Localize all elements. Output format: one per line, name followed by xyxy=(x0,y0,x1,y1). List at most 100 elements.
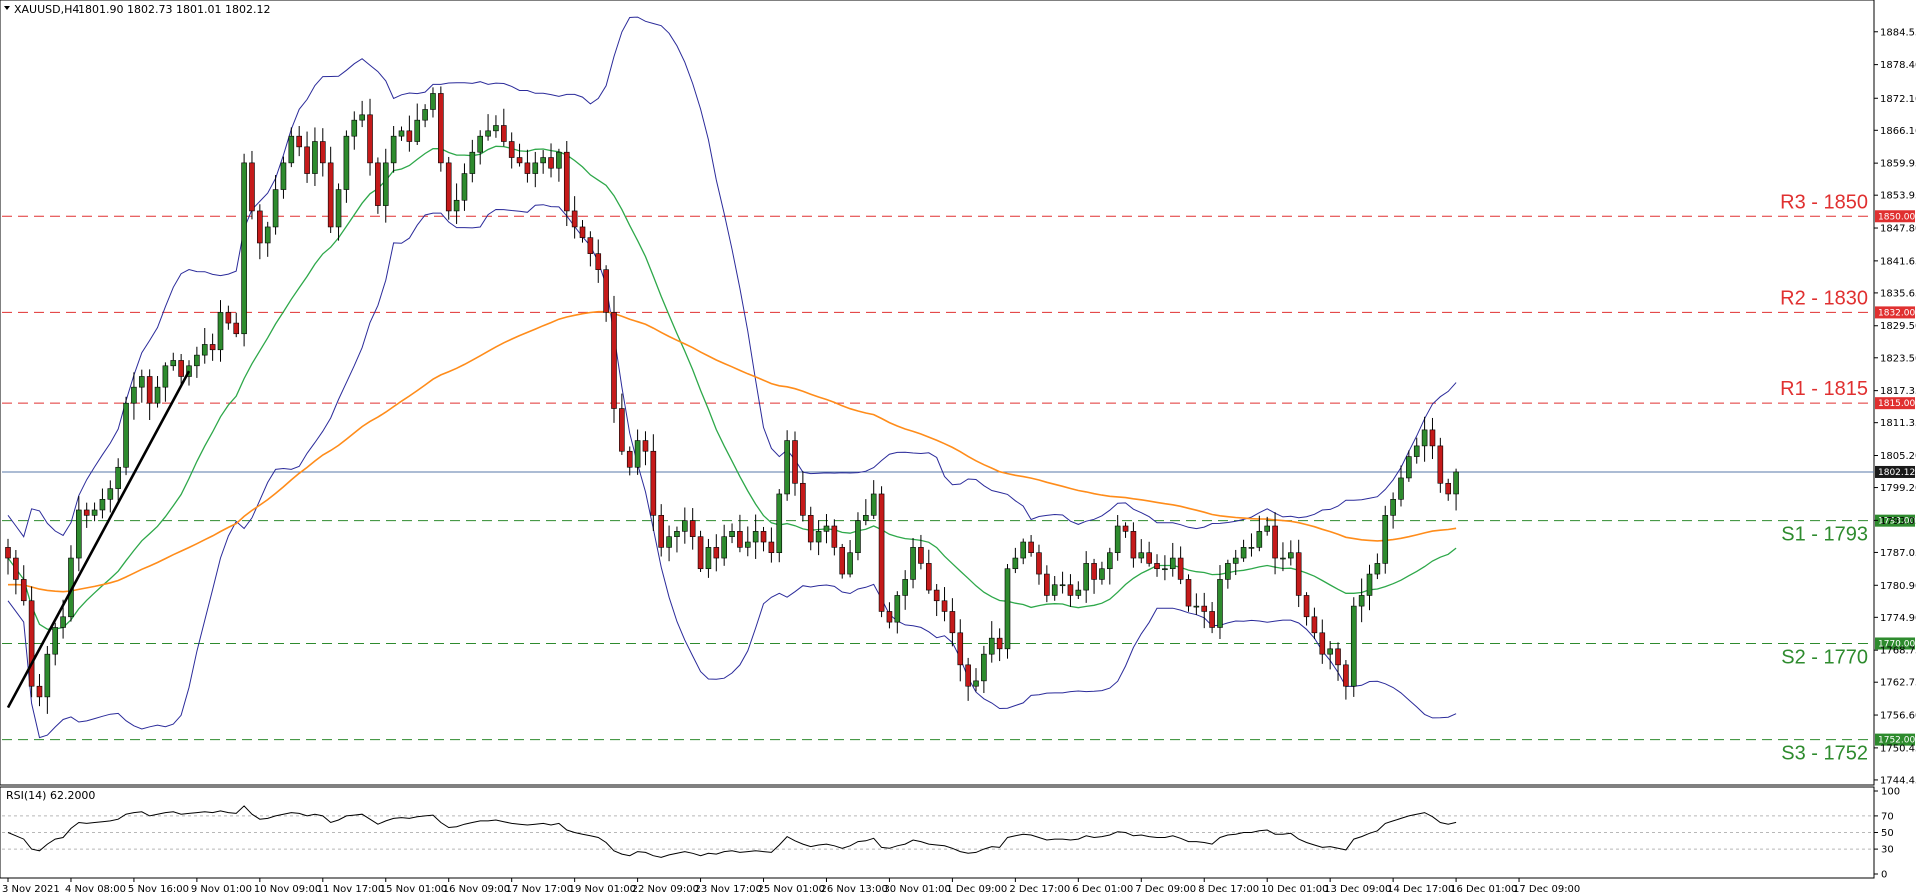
level-tag-box-s3 xyxy=(1875,733,1915,746)
level-tag-r3: 1850.00 xyxy=(1878,212,1915,222)
candle-body xyxy=(847,552,853,575)
candle-body xyxy=(878,493,885,612)
trendline-group xyxy=(6,370,191,709)
level-label-r1: R1 - 1815 xyxy=(1780,378,1868,400)
candle-body xyxy=(1217,579,1223,628)
candle-body xyxy=(201,344,208,356)
level-tag-box-s1 xyxy=(1875,514,1915,527)
candle-body xyxy=(414,119,421,142)
dropdown-triangle-icon[interactable] xyxy=(4,6,10,10)
candle-body xyxy=(138,376,145,388)
candle-body xyxy=(532,162,539,174)
candle-body xyxy=(131,386,137,404)
candle-body xyxy=(1335,648,1341,666)
rsi-tick-label: 50 xyxy=(1881,828,1894,839)
candle-body xyxy=(626,450,633,468)
candle-body xyxy=(1091,563,1097,580)
candle-body xyxy=(1429,429,1436,447)
candle-body xyxy=(957,632,964,666)
candle-body xyxy=(1059,584,1066,587)
candle-body xyxy=(1358,595,1365,607)
candle-body xyxy=(1382,515,1389,564)
x-tick-label: 13 Dec 09:00 xyxy=(1324,884,1391,895)
candle-body xyxy=(721,536,727,559)
rsi-series xyxy=(7,805,1457,858)
candle-body xyxy=(493,125,499,132)
candle-body xyxy=(1295,552,1302,596)
x-tick-label: 11 Nov 17:00 xyxy=(317,884,384,895)
y-tick-label: 1744.45 xyxy=(1880,775,1916,786)
candle-body xyxy=(1169,557,1176,570)
candle-body xyxy=(115,466,121,489)
y-tick-label: 1793.05 xyxy=(1880,516,1916,527)
candle-body xyxy=(170,360,177,367)
y-tick-label: 1823.50 xyxy=(1880,353,1916,364)
candle-body xyxy=(863,515,869,521)
candle-body xyxy=(697,536,704,570)
candle-body xyxy=(886,611,893,623)
candle-body xyxy=(705,547,712,570)
y-tick-label: 1872.10 xyxy=(1880,94,1916,105)
candle-body xyxy=(453,199,460,212)
x-tick-label: 15 Nov 01:00 xyxy=(380,884,447,895)
candle-body xyxy=(540,157,546,164)
candle-body xyxy=(902,579,908,596)
candle-body xyxy=(933,589,940,602)
candle-body xyxy=(800,482,806,516)
candle-body xyxy=(1406,456,1412,479)
candle-body xyxy=(20,579,27,602)
rsi-tick-label: 30 xyxy=(1881,845,1894,856)
candle-body xyxy=(682,520,688,532)
y-tick-label: 1780.90 xyxy=(1880,581,1916,592)
candle-body xyxy=(257,210,263,244)
candle-body xyxy=(319,141,326,164)
candle-body xyxy=(965,664,971,687)
candle-body xyxy=(1044,573,1050,596)
candle-body xyxy=(146,376,153,404)
x-tick-label: 1 Dec 09:00 xyxy=(946,884,1007,895)
candle-body xyxy=(737,531,743,548)
candle-body xyxy=(1248,547,1255,549)
y-tick-label: 1841.65 xyxy=(1880,256,1916,267)
candle-body xyxy=(729,531,735,537)
candle-body xyxy=(1272,525,1278,559)
candle-body xyxy=(1146,552,1152,564)
rsi-tick-label: 70 xyxy=(1881,811,1894,822)
candle-body xyxy=(744,541,751,548)
candle-body xyxy=(1193,605,1200,608)
x-tick-label: 5 Nov 16:00 xyxy=(128,884,189,895)
candle-body xyxy=(508,141,515,158)
candle-body xyxy=(312,141,318,174)
candle-body xyxy=(304,146,310,174)
candle-body xyxy=(1177,557,1184,580)
candle-body xyxy=(1107,552,1113,570)
rsi-plot-area xyxy=(0,786,1875,879)
candle-body xyxy=(689,520,696,537)
candle-body xyxy=(272,189,279,228)
candle-body xyxy=(1122,525,1129,532)
candle-body xyxy=(249,162,255,212)
candle-body xyxy=(1437,445,1444,484)
x-tick-label: 10 Dec 01:00 xyxy=(1261,884,1328,895)
level-label-r2: R2 - 1830 xyxy=(1780,287,1868,309)
x-tick-label: 22 Nov 09:00 xyxy=(632,884,699,895)
candle-body xyxy=(658,515,665,548)
moving-average-fast-line xyxy=(7,145,1457,630)
candle-body xyxy=(217,312,224,351)
level-tag-s3: 1752.00 xyxy=(1878,736,1915,746)
candle-body xyxy=(1083,563,1089,591)
y-tick-label: 1750.45 xyxy=(1880,743,1916,754)
candle-body xyxy=(1413,445,1420,457)
candle-body xyxy=(5,547,11,559)
rsi-header: RSI(14) 62.2000 xyxy=(6,789,95,802)
level-label-s1: S1 - 1793 xyxy=(1781,524,1868,546)
candle-body xyxy=(941,600,948,612)
y-tick-label: 1756.60 xyxy=(1880,711,1916,722)
candle-body xyxy=(13,557,19,580)
candle-body xyxy=(587,237,594,254)
candle-body xyxy=(1028,541,1034,554)
trendline xyxy=(6,370,191,709)
candle-body xyxy=(83,509,90,516)
candle-body xyxy=(438,93,444,164)
